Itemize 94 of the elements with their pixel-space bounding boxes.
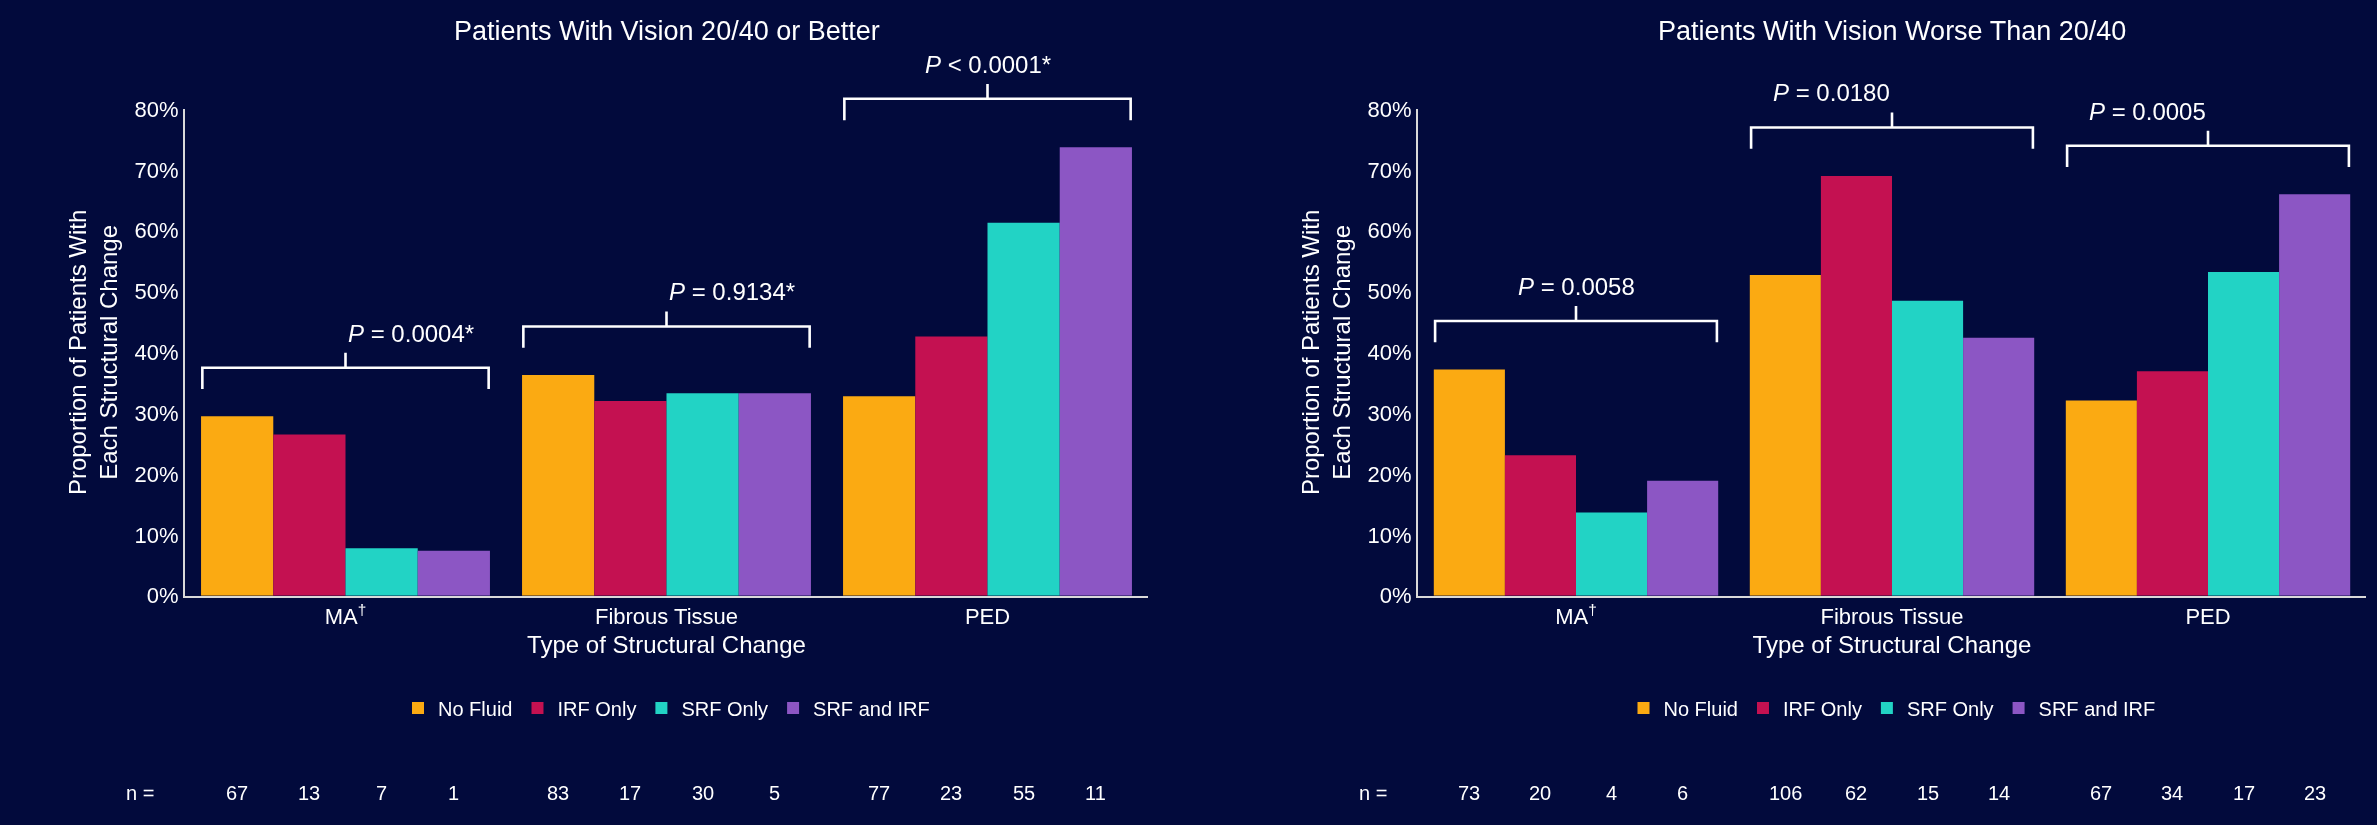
text: n = xyxy=(1359,782,1388,804)
text: 55 xyxy=(1013,782,1036,804)
bar xyxy=(843,396,916,596)
legend-label: SRF Only xyxy=(1906,697,1994,720)
text: 6 xyxy=(1677,782,1689,804)
y-tick-label: 50% xyxy=(1367,279,1412,305)
text: 15 xyxy=(1917,782,1940,804)
y-tick-label: 60% xyxy=(1367,218,1412,244)
y-tick-label: 70% xyxy=(1367,157,1412,183)
y-tick-label: 40% xyxy=(1367,340,1412,366)
bar xyxy=(201,416,274,596)
bar xyxy=(345,548,418,596)
bar xyxy=(2279,194,2351,596)
y-tick-label: 30% xyxy=(134,400,179,426)
bar xyxy=(1749,275,1821,596)
x-tick-label: MA$^{†}$ xyxy=(324,600,367,630)
bar xyxy=(2136,371,2208,596)
bar xyxy=(273,434,346,596)
text: 77 xyxy=(868,782,891,804)
text: 34 xyxy=(2161,782,2184,804)
chart-title: Patients With Vision 20/40 or Better xyxy=(454,16,880,46)
bar xyxy=(417,550,490,596)
bar xyxy=(1820,175,1892,596)
y-axis-title: Proportion of Patients With Each Structural Change xyxy=(63,209,123,496)
bar xyxy=(1504,455,1576,596)
annotation: P = 0.0004* xyxy=(348,320,475,347)
bar xyxy=(1576,512,1648,596)
x-axis-title: Type of Structural Change xyxy=(527,630,806,658)
text: 1 xyxy=(448,782,460,804)
y-tick-label: 20% xyxy=(1367,461,1412,487)
y-tick-label: 60% xyxy=(134,218,179,244)
text: 17 xyxy=(2233,782,2256,804)
y-axis-title: Proportion of Patients With Each Structural Change xyxy=(1296,209,1356,496)
bar xyxy=(1963,337,2035,596)
bar xyxy=(915,336,988,596)
bar xyxy=(1892,300,1964,596)
y-tick-label: 20% xyxy=(134,461,179,487)
text: 67 xyxy=(2090,782,2113,804)
annotation: P = 0.0058 xyxy=(1518,273,1635,300)
bar xyxy=(987,222,1060,596)
y-tick-label: 0% xyxy=(1379,583,1412,609)
text: 67 xyxy=(226,782,249,804)
x-tick-label: PED xyxy=(2185,604,2231,630)
text: 13 xyxy=(298,782,321,804)
text: 83 xyxy=(547,782,570,804)
legend-label: IRF Only xyxy=(1782,697,1862,720)
chart-title: Patients With Vision Worse Than 20/40 xyxy=(1658,16,2127,46)
y-tick-label: 40% xyxy=(134,340,179,366)
y-tick-label: 10% xyxy=(1367,522,1412,548)
text: P < 0.0001* xyxy=(925,51,1052,78)
bar xyxy=(1647,480,1719,596)
y-tick-label: 80% xyxy=(1367,96,1412,122)
y-tick-label: 50% xyxy=(134,279,179,305)
text: n = xyxy=(126,782,155,804)
text: 5 xyxy=(769,782,781,804)
text: 62 xyxy=(1845,782,1868,804)
text: 73 xyxy=(1458,782,1481,804)
bar xyxy=(2065,400,2137,596)
text: 11 xyxy=(1085,782,1106,804)
x-tick-label: Fibrous Tissue xyxy=(594,604,739,630)
bar xyxy=(522,374,595,596)
bar xyxy=(2208,272,2280,596)
x-axis-title: Type of Structural Change xyxy=(1752,630,2032,658)
text: 4 xyxy=(1606,782,1618,804)
text: 7 xyxy=(376,782,388,804)
legend-label: No Fluid xyxy=(1663,697,1738,720)
text: 106 xyxy=(1769,782,1803,804)
x-tick-label: Fibrous Tissue xyxy=(1820,604,1964,630)
text: 14 xyxy=(1988,782,2011,804)
text: 23 xyxy=(940,782,963,804)
legend-label: SRF Only xyxy=(681,697,769,720)
bar xyxy=(738,393,811,596)
y-tick-label: 70% xyxy=(134,157,179,183)
bar xyxy=(666,393,739,596)
legend-label: SRF and IRF xyxy=(813,697,930,720)
legend-label: SRF and IRF xyxy=(2038,697,2156,720)
legend-label: No Fluid xyxy=(438,697,513,720)
legend-label: IRF Only xyxy=(557,697,637,720)
text: 17 xyxy=(619,782,642,804)
y-tick-label: 10% xyxy=(134,522,179,548)
bar xyxy=(594,401,667,596)
y-tick-label: 80% xyxy=(134,96,179,122)
bar xyxy=(1059,147,1132,596)
annotation: P = 0.9134* xyxy=(669,278,796,305)
y-tick-label: 0% xyxy=(146,583,179,609)
text: 30 xyxy=(692,782,715,804)
text: P = 0.0180 xyxy=(1773,79,1890,106)
bar xyxy=(1433,369,1505,596)
x-tick-label: MA$^{†}$ xyxy=(1555,600,1597,630)
text: 20 xyxy=(1529,782,1552,804)
text: 23 xyxy=(2304,782,2327,804)
annotation: P = 0.0005 xyxy=(2089,98,2206,125)
x-tick-label: PED xyxy=(964,604,1011,630)
y-tick-label: 30% xyxy=(1367,400,1412,426)
